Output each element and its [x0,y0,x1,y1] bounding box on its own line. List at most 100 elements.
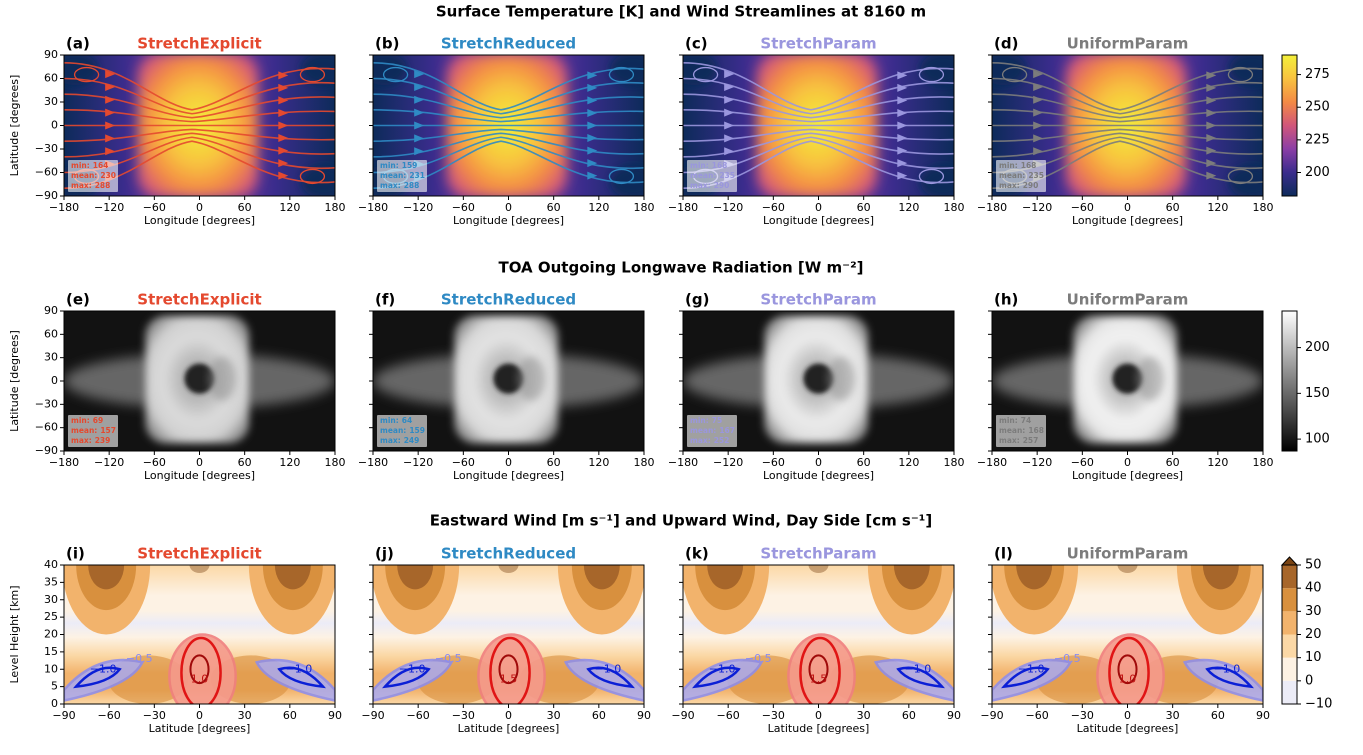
stat-line: min:159 [380,161,417,170]
x-tick-label: −180 [358,201,388,214]
y-tick-label: 15 [44,645,58,658]
x-tick-label: 90 [947,709,961,722]
x-tick-label: −60 [1026,709,1049,722]
contour-label: 1.5 [810,673,828,686]
y-tick-label: 35 [44,575,58,588]
model-name: StretchReduced [441,291,576,309]
x-tick-label: −180 [358,456,388,469]
y-tick-label: 0 [51,374,58,387]
x-tick-label: 120 [898,456,919,469]
x-tick-label: 30 [1166,709,1180,722]
panel-label: (j) [375,545,394,563]
colorbar-tick-label: 10 [1305,650,1322,665]
stat-name: mean: [690,426,716,435]
x-tick-label: 90 [1256,709,1270,722]
x-tick-label: 0 [196,456,203,469]
x-tick-label: 120 [279,456,300,469]
x-tick-label: −120 [713,201,743,214]
stat-name: mean: [380,171,406,180]
y-tick-label: 25 [44,610,58,623]
x-tick-label: −60 [762,456,785,469]
stat-value: 168 [712,161,728,170]
stat-value: 239 [95,436,111,445]
x-tick-label: 60 [1166,201,1180,214]
colorbar-tick-label: −10 [1305,697,1332,712]
x-tick-label: 60 [283,709,297,722]
x-tick-label: 120 [1207,456,1228,469]
x-tick-label: 0 [815,456,822,469]
y-tick-label: 5 [51,680,58,693]
x-tick-label: 90 [637,709,651,722]
stat-value: 288 [404,181,420,190]
cloud-shadow [208,357,236,401]
cloud-shadow [517,357,545,401]
model-name: StretchExplicit [137,545,261,563]
x-tick-label: −120 [403,201,433,214]
panel-label: (d) [994,35,1018,53]
stat-line: max:249 [380,436,419,445]
stat-line: max:288 [71,181,110,190]
panel-label: (g) [685,291,709,309]
x-tick-label: 0 [1124,709,1131,722]
stat-name: min: [999,161,1018,170]
x-tick-label: 30 [238,709,252,722]
y-tick-label: 20 [44,628,58,641]
x-tick-label: −60 [143,456,166,469]
model-name: StretchParam [760,291,876,309]
contour-label: −1.0 [399,662,426,675]
x-tick-label: −120 [1022,456,1052,469]
y-axis-label: Latitude [degrees] [8,330,21,432]
stat-line: mean:157 [71,426,116,435]
model-name: StretchReduced [441,545,576,563]
cloud-shadow [1136,357,1164,401]
x-tick-label: 180 [325,456,346,469]
stat-line: mean:159 [380,426,425,435]
stat-value: 157 [100,426,116,435]
y-axis-label: Level Height [km] [8,585,21,683]
x-tick-label: 180 [634,201,655,214]
contour-label: −1.0 [1214,662,1241,675]
stat-name: max: [999,436,1020,445]
x-tick-label: −60 [1071,201,1094,214]
colorbar-tick-label: 275 [1305,67,1330,82]
y-tick-label: −60 [35,421,58,434]
x-tick-label: −180 [977,456,1007,469]
x-tick-label: 0 [505,456,512,469]
row-title: Surface Temperature [K] and Wind Streaml… [436,3,926,21]
x-tick-label: 60 [547,456,561,469]
y-tick-label: 30 [44,351,58,364]
contour-label: −0.5 [745,652,772,665]
colorbar [1282,55,1297,196]
stat-line: mean:231 [380,171,425,180]
x-tick-label: −30 [1071,709,1094,722]
stat-value: 290 [1023,181,1039,190]
stat-line: min:69 [71,416,103,425]
x-tick-label: −120 [94,456,124,469]
model-name: StretchParam [760,35,876,53]
stat-name: min: [690,161,709,170]
colorbar-tick-label: 225 [1305,132,1330,147]
panel-label: (e) [66,291,90,309]
stat-value: 235 [1028,171,1044,180]
x-axis-label: Longitude [degrees] [144,469,255,482]
contour-label: −0.5 [435,652,462,665]
y-tick-label: 60 [44,327,58,340]
stat-line: min:64 [380,416,412,425]
colorbar-tick-label: 200 [1305,165,1330,180]
x-tick-label: 180 [1253,201,1274,214]
x-tick-label: −60 [98,709,121,722]
stat-value: 231 [409,171,425,180]
stat-value: 64 [402,416,412,425]
contour-label: −1.0 [286,662,313,675]
stat-line: min:168 [999,161,1036,170]
x-tick-label: −180 [977,201,1007,214]
stat-name: max: [690,181,711,190]
y-tick-label: 0 [51,119,58,132]
x-tick-label: 120 [898,201,919,214]
stat-line: max:290 [690,181,729,190]
panel-label: (a) [66,35,90,53]
y-tick-label: 40 [44,558,58,571]
stat-name: mean: [71,171,97,180]
panel-label: (b) [375,35,399,53]
x-tick-label: 0 [1124,201,1131,214]
